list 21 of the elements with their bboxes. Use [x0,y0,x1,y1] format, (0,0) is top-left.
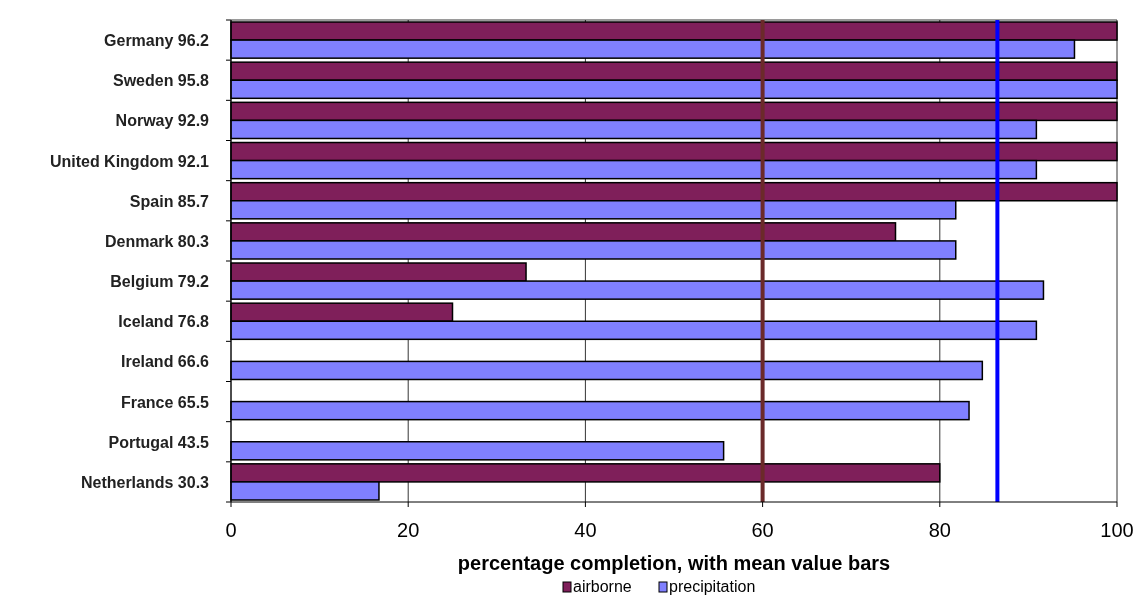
legend-label: precipitation [669,578,756,595]
x-tick-label: 20 [397,519,420,541]
y-tick-label: Denmark 80.3 [104,232,210,250]
y-tick-label: Germany 96.2 [104,32,210,50]
y-tick-label: Belgium 79.2 [110,273,210,291]
x-tick-label: 80 [928,519,951,541]
y-tick-label: Ireland 66.6 [120,353,210,371]
y-tick-label: France 65.5 [120,393,210,411]
y-tick-label: Norway 92.9 [115,112,210,130]
x-tick-label: 40 [574,519,597,541]
x-tick-label: 60 [751,519,774,541]
x-tick-label: 100 [1100,519,1134,541]
x-tick-label: 0 [225,519,237,541]
y-tick-label: Portugal 43.5 [108,433,210,451]
y-tick-label: Netherlands 30.3 [80,473,210,491]
y-tick-label: United Kingdom 92.1 [49,152,210,170]
y-tick-label: Iceland 76.8 [118,313,210,331]
legend-label: airborne [573,578,632,595]
y-tick-label: Sweden 95.8 [112,72,210,90]
x-axis-title: percentage completion, with mean value bars [457,552,891,574]
y-tick-label: Spain 85.7 [129,192,210,210]
